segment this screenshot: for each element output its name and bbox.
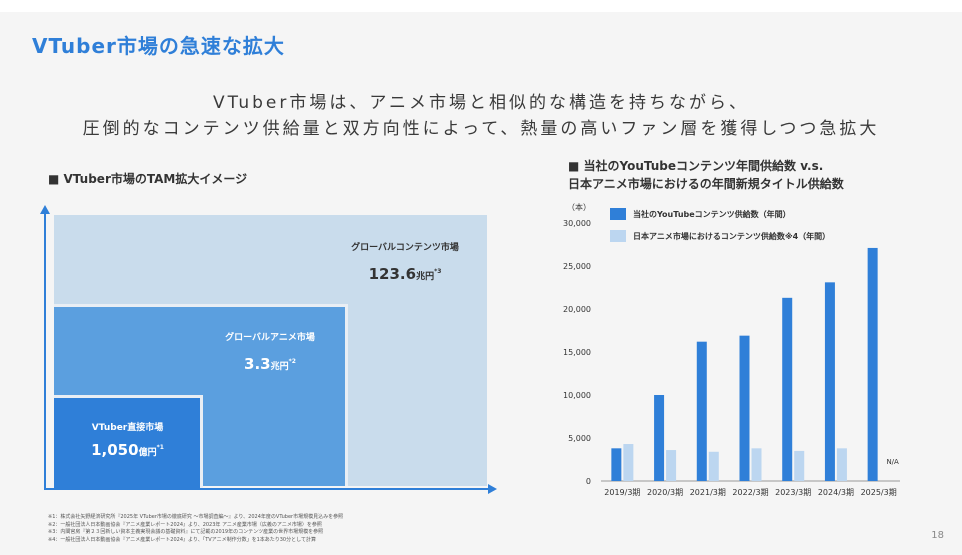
global-anime-note: *2 [288, 358, 296, 365]
x-tick-label: 2022/3期 [732, 488, 768, 497]
bar-youtube [696, 341, 707, 481]
vtuber-market-value-row: 1,050億円*1 [60, 441, 195, 459]
y-tick-label: 0 [586, 477, 591, 486]
bar-anime [836, 448, 847, 481]
page-title: VTuber市場の急速な拡大 [32, 34, 285, 58]
vtuber-market-value: 1,050 [91, 441, 139, 459]
footnote-2: ※2：一般社団法人日本動画協会『アニメ産業レポート2024』より、2023年 ア… [48, 521, 322, 528]
bar-youtube [654, 395, 665, 481]
x-tick-label: 2023/3期 [775, 488, 811, 497]
bar-anime [623, 444, 634, 481]
vtuber-market-label: VTuber直接市場 1,050億円*1 [60, 420, 195, 459]
subtitle-line-1: VTuber市場は、アニメ市場と相似的な構造を持ちながら、 [212, 93, 750, 113]
footnote-3: ※3：内閣官房『第２３回新しい資本主義実現会議の基礎資料』にて記載の2019年の… [48, 529, 324, 535]
na-annotation: N/A [886, 458, 899, 466]
chart-heading: ■ 当社のYouTubeコンテンツ年間供給数 v.s. 日本アニメ市場におけるの… [568, 157, 844, 193]
global-content-unit: 兆円 [416, 272, 435, 282]
legend-label: 当社のYouTubeコンテンツ供給数（年間） [633, 209, 791, 219]
page-number: 18 [931, 530, 944, 541]
bar-youtube [739, 335, 750, 481]
top-band [0, 0, 962, 12]
arrow-right-icon [488, 484, 497, 494]
global-anime-value: 3.3 [244, 355, 271, 373]
vtuber-market-note: *1 [156, 444, 164, 451]
x-tick-label: 2024/3期 [818, 488, 854, 497]
y-tick-label: 5,000 [568, 434, 591, 443]
global-anime-value-row: 3.3兆円*2 [205, 355, 335, 373]
bar-anime [666, 450, 677, 481]
bar-anime [708, 451, 719, 481]
x-tick-label: 2020/3期 [647, 488, 683, 497]
legend-label: 日本アニメ市場におけるコンテンツ供給数※4（年間） [633, 231, 830, 241]
footnote-4: ※4：一般社団法人日本動画協会『アニメ産業レポート2024』より、「TVアニメ制… [48, 536, 316, 543]
footnotes: ※1：株式会社矢野経済研究所『2025年 VTuber市場の徹底研究 ～市場調査… [48, 514, 343, 544]
y-tick-label: 10,000 [563, 391, 591, 400]
chart-heading-line-2: 日本アニメ市場におけるの年間新規タイトル供給数 [568, 177, 844, 191]
chart-heading-line-1: ■ 当社のYouTubeコンテンツ年間供給数 v.s. [568, 159, 824, 173]
global-anime-label: グローバルアニメ市場 3.3兆円*2 [205, 330, 335, 373]
bar-anime [794, 450, 805, 481]
tam-heading: ■ VTuber市場のTAM拡大イメージ [48, 172, 248, 186]
global-content-name: グローバルコンテンツ市場 [351, 243, 459, 253]
y-tick-label: 15,000 [563, 348, 591, 357]
x-tick-label: 2019/3期 [604, 488, 640, 497]
global-anime-name: グローバルアニメ市場 [225, 333, 315, 343]
vtuber-market-unit: 億円 [138, 448, 157, 458]
arrow-up-icon [40, 205, 50, 214]
y-axis-arrow-line [44, 212, 46, 490]
footnote-1: ※1：株式会社矢野経済研究所『2025年 VTuber市場の徹底研究 ～市場調査… [48, 514, 344, 520]
global-content-note: *3 [434, 268, 442, 275]
x-axis-arrow-line [44, 488, 490, 490]
bar-youtube [782, 297, 793, 481]
vtuber-market-box [54, 395, 203, 489]
y-tick-label: 25,000 [563, 262, 591, 271]
global-anime-market-border [54, 304, 348, 486]
y-unit-label: （本） [567, 202, 591, 212]
global-content-value: 123.6 [368, 265, 417, 283]
vtuber-market-name: VTuber直接市場 [91, 423, 164, 433]
bar-youtube [611, 448, 622, 481]
x-tick-label: 2025/3期 [861, 488, 897, 497]
bar-youtube [867, 247, 878, 481]
global-anime-unit: 兆円 [270, 362, 289, 372]
x-tick-label: 2021/3期 [690, 488, 726, 497]
global-content-value-row: 123.6兆円*3 [340, 265, 470, 283]
bar-youtube [824, 282, 835, 481]
supply-bar-chart: （本） 0 5,000 10,000 15,000 20,000 25,000 30,000 2… [563, 202, 900, 497]
y-tick-label: 20,000 [563, 305, 591, 314]
global-content-label: グローバルコンテンツ市場 123.6兆円*3 [340, 240, 470, 283]
legend-swatch [610, 230, 626, 242]
y-tick-label: 30,000 [563, 219, 591, 228]
subtitle-line-2: 圧倒的なコンテンツ供給量と双方向性によって、熱量の高いファン層を獲得しつつ急拡大 [82, 119, 880, 139]
legend-swatch [610, 208, 626, 220]
bar-anime [751, 448, 762, 481]
